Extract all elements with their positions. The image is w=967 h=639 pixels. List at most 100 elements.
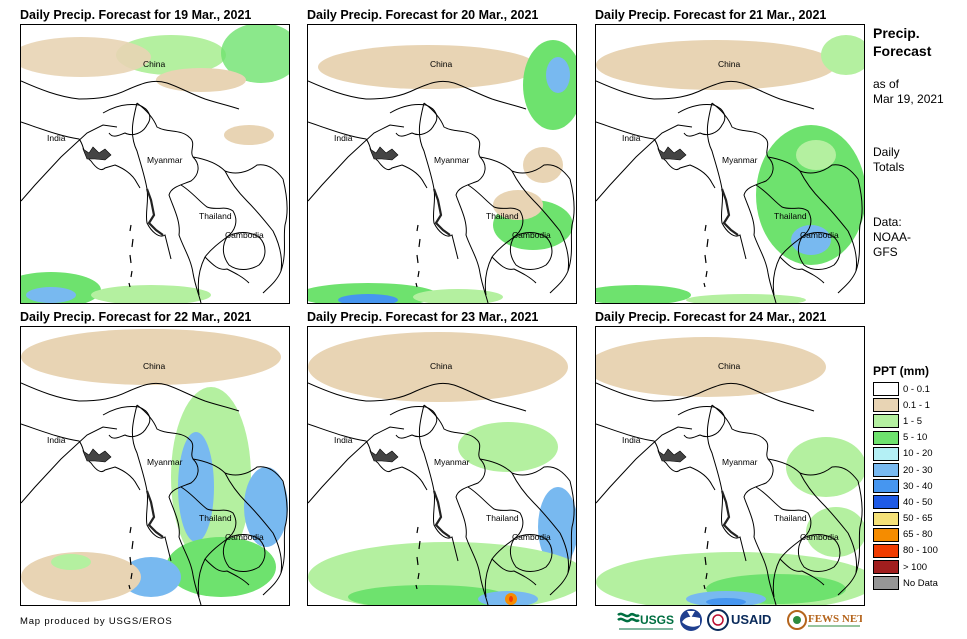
precip-map: China India Myanmar Thailand Cambodia bbox=[307, 24, 577, 304]
precip-shading bbox=[596, 35, 864, 303]
label-cambodia: Cambodia bbox=[800, 532, 839, 542]
legend-label: 80 - 100 bbox=[903, 545, 938, 557]
label-china: China bbox=[430, 59, 453, 69]
legend-label: No Data bbox=[903, 577, 938, 589]
precip-map: China India Myanmar Thailand Cambodia bbox=[20, 326, 290, 606]
label-thailand: Thailand bbox=[199, 513, 232, 523]
label-india: India bbox=[622, 133, 641, 143]
asof-line1: as of bbox=[873, 77, 900, 91]
legend-label: 65 - 80 bbox=[903, 529, 933, 541]
sidebar-title-line2: Forecast bbox=[873, 43, 932, 59]
data-line2: NOAA- bbox=[873, 230, 912, 244]
legend-item: > 100 bbox=[873, 559, 963, 575]
daily-line1: Daily bbox=[873, 145, 900, 159]
label-china: China bbox=[718, 361, 741, 371]
noaa-logo bbox=[680, 609, 702, 631]
label-thailand: Thailand bbox=[486, 211, 519, 221]
legend-swatch bbox=[873, 430, 899, 445]
legend-swatch bbox=[873, 495, 899, 510]
panel-title: Daily Precip. Forecast for 19 Mar., 2021 bbox=[20, 8, 252, 22]
legend-item: 40 - 50 bbox=[873, 494, 963, 510]
usaid-wordmark: USAID bbox=[731, 612, 771, 627]
legend-item: 20 - 30 bbox=[873, 462, 963, 478]
precip-map: China India Myanmar Thailand Cambodia bbox=[20, 24, 290, 304]
legend-item: 65 - 80 bbox=[873, 527, 963, 543]
legend-item: 50 - 65 bbox=[873, 511, 963, 527]
precip-shading bbox=[308, 40, 576, 303]
label-thailand: Thailand bbox=[774, 211, 807, 221]
label-myanmar: Myanmar bbox=[434, 155, 470, 165]
precip-map-svg bbox=[596, 35, 864, 303]
legend-label: 0 - 0.1 bbox=[903, 383, 930, 395]
legend-item: 0.1 - 1 bbox=[873, 397, 963, 413]
label-myanmar: Myanmar bbox=[722, 457, 758, 467]
sidebar-title-line1: Precip. bbox=[873, 25, 920, 41]
legend-swatch bbox=[873, 414, 899, 429]
label-india: India bbox=[47, 435, 66, 445]
label-cambodia: Cambodia bbox=[512, 532, 551, 542]
label-cambodia: Cambodia bbox=[225, 230, 264, 240]
legend-label: > 100 bbox=[903, 561, 928, 573]
legend-label: 40 - 50 bbox=[903, 496, 933, 508]
usgs-wordmark: USGS bbox=[640, 613, 674, 627]
legend-swatch bbox=[873, 446, 899, 461]
legend-item: 1 - 5 bbox=[873, 413, 963, 429]
precip-map: China India Myanmar Thailand Cambodia bbox=[595, 326, 865, 606]
legend-swatch bbox=[873, 463, 899, 478]
precip-map-svg bbox=[308, 40, 576, 303]
label-thailand: Thailand bbox=[199, 211, 232, 221]
legend-item: No Data bbox=[873, 575, 963, 591]
label-myanmar: Myanmar bbox=[147, 155, 183, 165]
precip-shading bbox=[596, 337, 864, 605]
legend-swatch bbox=[873, 382, 899, 397]
label-myanmar: Myanmar bbox=[434, 457, 470, 467]
label-cambodia: Cambodia bbox=[225, 532, 264, 542]
precip-map-svg bbox=[596, 337, 864, 605]
panel-title: Daily Precip. Forecast for 22 Mar., 2021 bbox=[20, 310, 252, 324]
label-china: China bbox=[143, 361, 166, 371]
daily-line2: Totals bbox=[873, 160, 905, 174]
agency-logos: USGS USAID FEWS NET bbox=[617, 607, 862, 633]
legend-label: 30 - 40 bbox=[903, 480, 933, 492]
precip-legend: PPT (mm) 0 - 0.1 0.1 - 1 1 - 5 5 - 10 10 - 2… bbox=[873, 364, 963, 591]
precip-map: China India Myanmar Thailand Cambodia bbox=[595, 24, 865, 304]
legend-item: 30 - 40 bbox=[873, 478, 963, 494]
label-thailand: Thailand bbox=[774, 513, 807, 523]
label-china: China bbox=[718, 59, 741, 69]
legend-swatch bbox=[873, 511, 899, 526]
legend-title: PPT (mm) bbox=[873, 364, 930, 378]
map-credit: Map produced by USGS/EROS bbox=[20, 616, 173, 627]
legend-label: 20 - 30 bbox=[903, 464, 933, 476]
label-china: China bbox=[430, 361, 453, 371]
legend-label: 5 - 10 bbox=[903, 432, 928, 444]
label-india: India bbox=[334, 435, 353, 445]
legend-swatch bbox=[873, 527, 899, 542]
panel-title: Daily Precip. Forecast for 20 Mar., 2021 bbox=[307, 8, 539, 22]
label-india: India bbox=[334, 133, 353, 143]
legend-swatch bbox=[873, 479, 899, 494]
fewsnet-wordmark: FEWS NET bbox=[808, 613, 862, 625]
label-myanmar: Myanmar bbox=[147, 457, 183, 467]
legend-swatch bbox=[873, 543, 899, 558]
legend-label: 50 - 65 bbox=[903, 513, 933, 525]
fewsnet-logo: FEWS NET bbox=[787, 610, 862, 630]
label-india: India bbox=[47, 133, 66, 143]
label-thailand: Thailand bbox=[486, 513, 519, 523]
label-myanmar: Myanmar bbox=[722, 155, 758, 165]
label-cambodia: Cambodia bbox=[800, 230, 839, 240]
legend-rows: 0 - 0.1 0.1 - 1 1 - 5 5 - 10 10 - 20 20 - 30 3… bbox=[873, 381, 963, 591]
legend-item: 80 - 100 bbox=[873, 543, 963, 559]
asof-line2: Mar 19, 2021 bbox=[873, 92, 944, 106]
panel-title: Daily Precip. Forecast for 21 Mar., 2021 bbox=[595, 8, 827, 22]
label-india: India bbox=[622, 435, 641, 445]
precip-map: China India Myanmar Thailand Cambodia bbox=[307, 326, 577, 606]
data-line3: GFS bbox=[873, 245, 898, 259]
sidebar-info: Precip. Forecast as of Mar 19, 2021 Dail… bbox=[873, 24, 963, 260]
label-cambodia: Cambodia bbox=[512, 230, 551, 240]
precip-map-svg bbox=[308, 332, 576, 605]
usgs-logo: USGS bbox=[617, 612, 674, 630]
legend-item: 0 - 0.1 bbox=[873, 381, 963, 397]
data-line1: Data: bbox=[873, 215, 902, 229]
precip-map-svg bbox=[21, 329, 289, 605]
panel-title: Daily Precip. Forecast for 23 Mar., 2021 bbox=[307, 310, 539, 324]
